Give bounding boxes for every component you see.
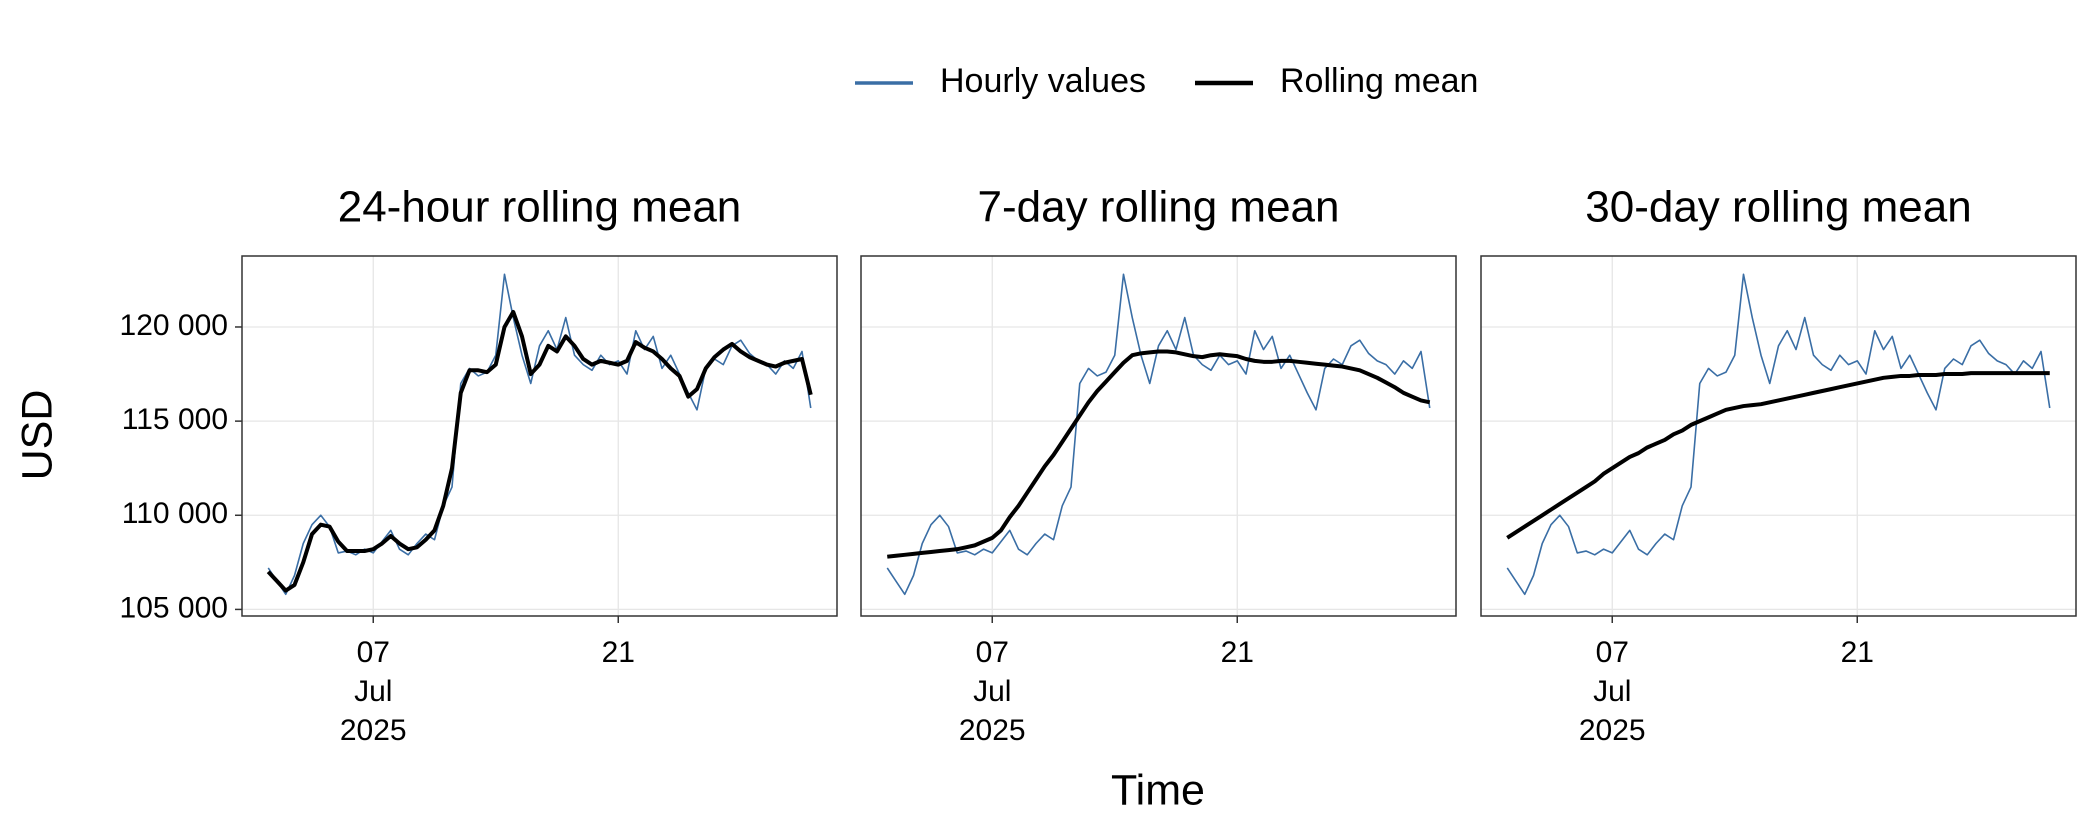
x-tick-label: 07 Jul 2025 xyxy=(340,636,407,747)
panel-border xyxy=(1480,255,2077,617)
panel-border xyxy=(860,255,1457,617)
panel-title: 30-day rolling mean xyxy=(1585,183,1971,232)
hourly-line xyxy=(267,273,812,596)
rolling-mean-line xyxy=(266,309,813,593)
y-tick-label: 110 000 xyxy=(122,497,228,530)
y-tick-label: 120 000 xyxy=(120,309,228,342)
legend-label: Hourly values xyxy=(940,62,1146,100)
hourly-line xyxy=(1506,273,2051,596)
x-tick-label: 21 xyxy=(602,636,635,669)
rolling-mean-line xyxy=(1506,371,2050,540)
rolling-mean-line xyxy=(887,349,1431,559)
panel-title: 24-hour rolling mean xyxy=(338,183,742,232)
legend-label: Rolling mean xyxy=(1280,62,1478,100)
x-axis-title: Time xyxy=(1111,766,1205,814)
y-tick-label: 105 000 xyxy=(120,591,228,624)
y-tick-label: 115 000 xyxy=(122,403,228,436)
x-tick-label: 21 xyxy=(1841,636,1874,669)
panel-border xyxy=(241,255,838,617)
x-tick-label: 07 Jul 2025 xyxy=(1579,636,1646,747)
x-tick-label: 07 Jul 2025 xyxy=(959,636,1026,747)
hourly-line xyxy=(886,273,1431,596)
y-axis-title: USD xyxy=(13,390,61,481)
x-tick-label: 21 xyxy=(1221,636,1254,669)
panel-title: 7-day rolling mean xyxy=(978,183,1340,232)
